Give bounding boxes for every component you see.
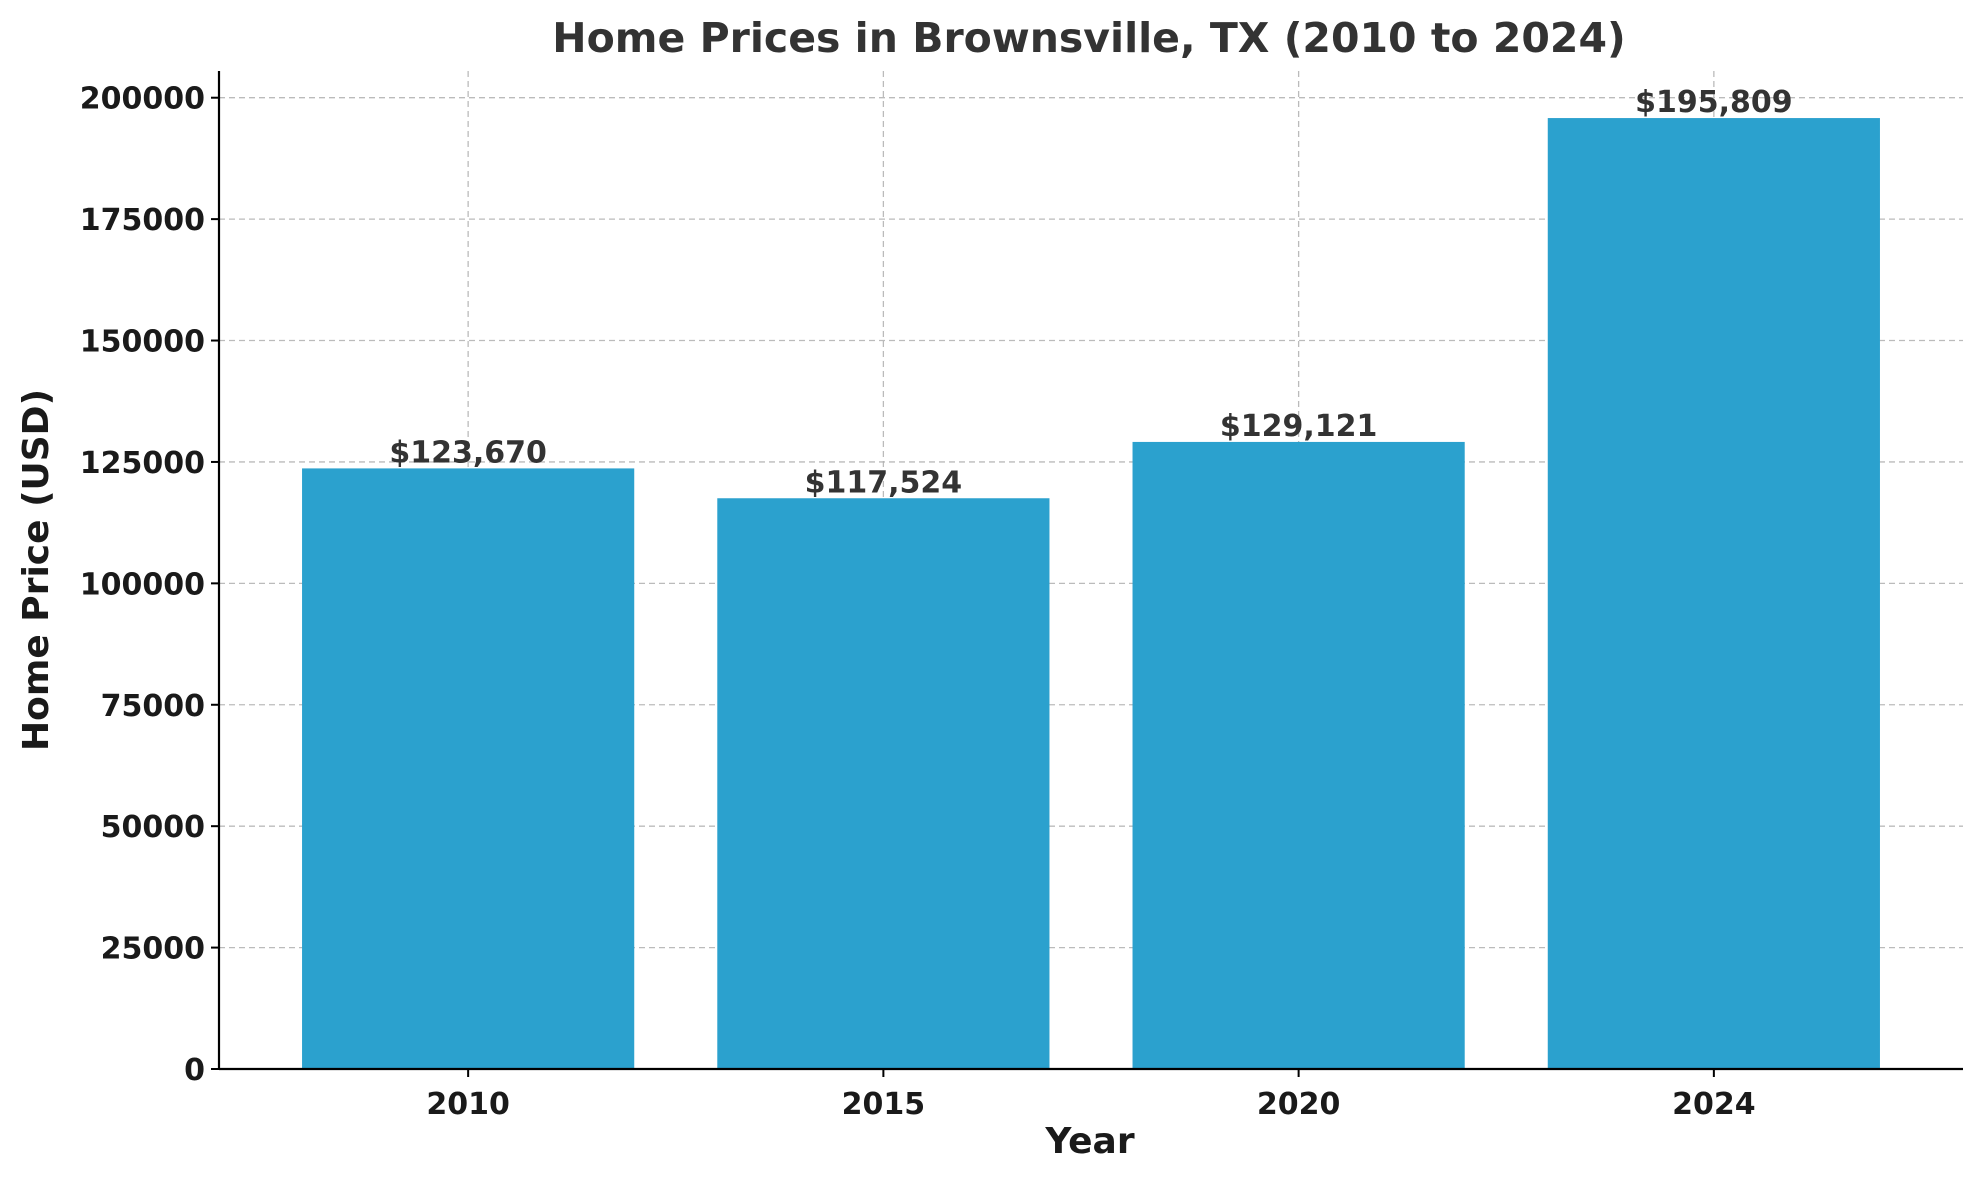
bar-2015 bbox=[717, 498, 1050, 1069]
y-tick-label: 200000 bbox=[80, 82, 205, 117]
y-tick-label: 50000 bbox=[101, 810, 205, 845]
x-tick-label: 2010 bbox=[426, 1087, 510, 1122]
data-labels: $123,670 $117,524 $129,121 $195,809 bbox=[389, 85, 1792, 500]
x-tick-label: 2024 bbox=[1672, 1087, 1756, 1122]
data-label-2015: $117,524 bbox=[805, 465, 963, 500]
axes: 0 25000 50000 75000 100000 125000 150000 175000… bbox=[80, 71, 1963, 1122]
bar-2024 bbox=[1547, 118, 1880, 1069]
data-label-2010: $123,670 bbox=[389, 435, 547, 470]
y-axis-label: Home Price (USD) bbox=[16, 389, 57, 751]
y-tick-label: 125000 bbox=[80, 446, 205, 481]
chart-title: Home Prices in Brownsville, TX (2010 to … bbox=[552, 14, 1625, 62]
bar-2010 bbox=[302, 468, 635, 1070]
y-tick-label: 75000 bbox=[101, 689, 205, 724]
data-label-2024: $195,809 bbox=[1635, 85, 1793, 120]
x-axis-label: Year bbox=[1044, 1121, 1134, 1162]
y-tick-label: 150000 bbox=[80, 325, 205, 360]
y-tick-label: 25000 bbox=[101, 932, 205, 967]
bars bbox=[302, 118, 1880, 1070]
y-tick-label: 175000 bbox=[80, 203, 205, 238]
y-tick-label: 0 bbox=[184, 1053, 205, 1088]
bar-2020 bbox=[1132, 441, 1465, 1069]
y-tick-label: 100000 bbox=[80, 567, 205, 602]
x-tick-label: 2020 bbox=[1257, 1087, 1341, 1122]
data-label-2020: $129,121 bbox=[1220, 409, 1378, 444]
x-tick-label: 2015 bbox=[842, 1087, 926, 1122]
